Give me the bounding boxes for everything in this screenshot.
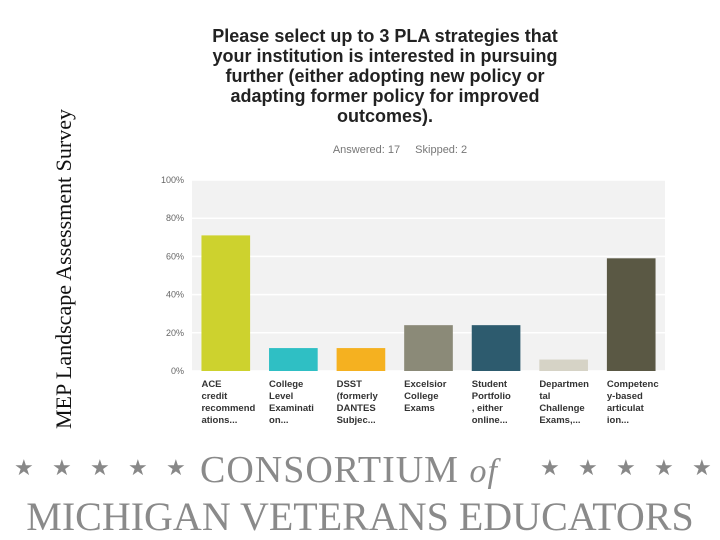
star-icon: ★: [52, 455, 72, 480]
question-title: Please select up to 3 PLA strategies tha…: [212, 26, 558, 126]
answered-count: Answered: 17: [332, 144, 401, 156]
bar: [269, 348, 318, 371]
x-tick-label: DSST (formerly DANTES Subjec...: [337, 379, 379, 426]
bar: [606, 258, 656, 371]
star-icon: ★: [616, 455, 636, 480]
y-tick-label: 80%: [166, 213, 184, 223]
star-icon: ★: [540, 455, 560, 480]
footer-consortium: CONSORTIUM of: [200, 448, 498, 492]
footer-stars: ★ ★ ★ ★ ★ ★ ★ ★ ★ ★: [0, 455, 720, 495]
bar: [404, 325, 453, 371]
star-icon: ★: [14, 455, 34, 480]
x-tick-label: Departmen tal Challenge Exams,...: [539, 379, 589, 426]
y-tick-label: 0%: [171, 366, 184, 376]
bar: [201, 235, 251, 371]
x-tick-label: Excelsior College Exams: [404, 379, 447, 414]
y-tick-label: 40%: [166, 290, 184, 300]
star-icon: ★: [654, 455, 674, 480]
x-tick-label: Competenc y-based articulat ion...: [607, 379, 659, 426]
consortium-word: CONSORTIUM: [200, 449, 459, 491]
y-tick-label: 100%: [161, 175, 184, 185]
x-tick-label: ACE credit recommend ations...: [201, 379, 255, 426]
x-tick-label: Student Portfolio, either online...: [472, 379, 511, 426]
x-tick-label: College Level Examinati on...: [269, 379, 314, 426]
y-tick-label: 60%: [166, 251, 184, 261]
footer-org-name: MICHIGAN VETERANS EDUCATORS: [26, 494, 694, 539]
star-icon: ★: [692, 455, 712, 480]
bar-chart: 0% 20% 40% 60% 80% 100% ACE credit recommend atio…: [161, 175, 665, 426]
of-word: of: [469, 453, 498, 490]
star-icon: ★: [90, 455, 110, 480]
star-icon: ★: [578, 455, 598, 480]
side-title: MEP Landscape Assessment Survey: [51, 109, 76, 429]
y-tick-label: 20%: [166, 328, 184, 338]
bar: [336, 348, 386, 371]
bar: [539, 359, 588, 371]
bar: [471, 325, 521, 371]
star-icon: ★: [166, 455, 186, 480]
response-counts: Answered: 17 Skipped: 2: [300, 144, 500, 156]
skipped-count: Skipped: 2: [415, 144, 468, 156]
star-icon: ★: [128, 455, 148, 480]
